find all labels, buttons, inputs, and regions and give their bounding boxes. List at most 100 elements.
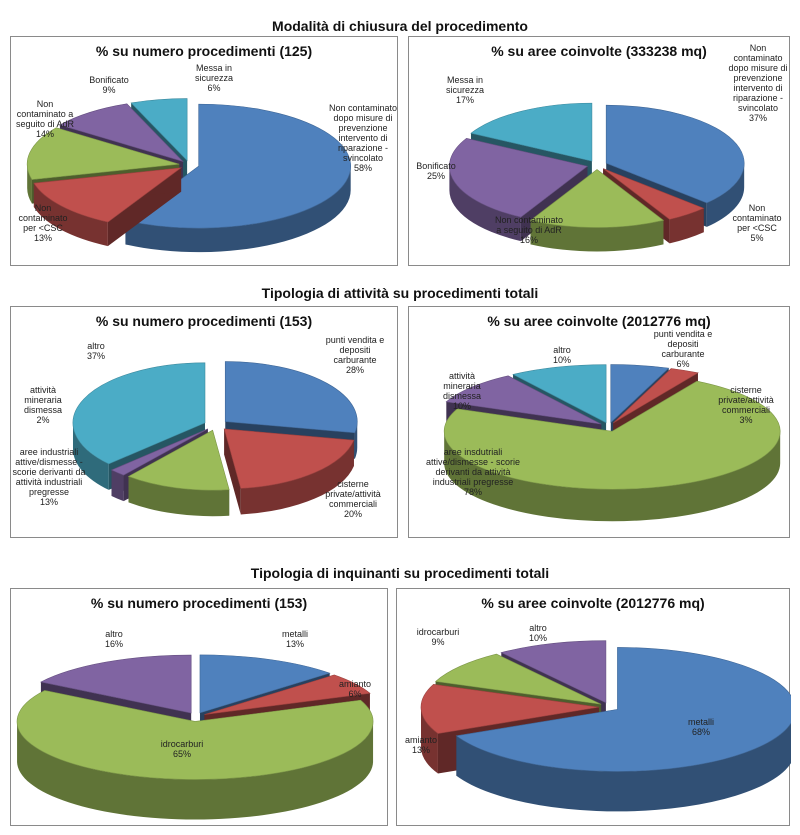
slice-top [512,364,607,424]
slice-top [529,169,665,228]
slice-label-metalli: metalli 13% [281,629,308,649]
slice-label-metalli: metalli 68% [687,717,714,737]
slice-top [455,647,791,772]
slice-side [669,208,704,244]
slice-label-bonificato: Bonificato 25% [416,161,456,181]
section-title-attivita: Tipologia di attività su procedimenti to… [261,285,539,301]
slice-top [124,103,351,229]
slice-label-carburante: punti vendita e depositi carburante 6% [653,329,713,369]
slice-side [17,721,374,820]
pie-slice-adr [529,169,665,252]
pie-chart-chiusura-aree [449,102,745,252]
slice-label-messa-sicurezza: Messa in sicurezza 17% [445,75,484,105]
slice-top [72,362,206,465]
section-title-chiusura: Modalità di chiusura del procedimento [272,18,528,34]
slice-wall [224,428,241,515]
slice-top [26,127,180,180]
chart-panel-inquinanti-aree: % su aree coinvolte (2012776 mq) metalli… [396,588,791,826]
slice-side [111,470,124,502]
section-title-inquinanti: Tipologia di inquinanti su procedimenti … [250,565,550,581]
chart-title: % su numero procedimenti (125) [95,43,313,59]
slice-top [613,368,699,424]
slice-top [199,654,331,714]
pie-chart-inquinanti-aree [420,640,791,812]
chart-title: % su aree coinvolte (2012776 mq) [481,595,705,611]
slice-label-mineraria: attività mineraria dismessa 10% [442,371,481,411]
slice-top [39,654,192,714]
slice-top [443,380,781,490]
slice-top [33,167,183,223]
slice-top [449,137,589,218]
slice-label-messa-sicurezza: Messa in sicurezza 6% [194,63,233,93]
slice-side [72,422,109,490]
pie-slice-aree-industriali [443,380,781,522]
chart-panel-attivita-numero: % su numero procedimenti (153) punti ven… [10,306,398,538]
slice-top [610,364,670,424]
slice-top [223,428,355,489]
slice-top [224,361,358,434]
slice-top [127,429,230,491]
slice-side [456,723,791,812]
pie-slice-cisterne [223,428,355,515]
slice-top [434,653,602,705]
chart-title: % su numero procedimenti (153) [90,595,308,611]
slice-label-mineraria: attività mineraria dismessa 2% [23,385,62,425]
slice-side [421,707,438,774]
slice-top [204,674,371,715]
pie-chart-inquinanti-numero [16,654,374,820]
slice-label-adr: Non contaminato a seguito di AdR 16% [494,215,564,245]
slice-top [500,640,607,704]
slice-label-amianto: amianto 13% [404,735,438,755]
slice-label-csc: Non contaminato per <CSC 5% [732,203,782,243]
slice-label-csc: Non contaminato per <CSC 13% [18,203,68,243]
slice-label-aree-industriali: aree insdutriali attive/dismesse - scori… [425,447,521,497]
chart-title: % su aree coinvolte (333238 mq) [491,43,707,59]
slice-label-altro: altro 37% [86,341,105,361]
slice-side [33,183,108,247]
chart-panel-chiusura-numero: % su numero procedimenti (125) Non conta… [10,36,398,266]
chart-title: % su numero procedimenti (153) [95,313,313,329]
chart-title: % su aree coinvolte (2012776 mq) [487,313,711,329]
slice-top [605,104,745,204]
chart-panel-chiusura-aree: % su aree coinvolte (333238 mq) Non cont… [408,36,790,266]
slice-side [128,476,230,517]
slice-side [354,421,358,459]
pie-slice-aree-industriali [127,429,230,517]
slice-top [420,684,600,734]
slice-label-altro: altro 10% [552,345,571,365]
slice-label-bonificato: Bonificato 9% [89,75,129,95]
pie-chart-attivita-aree [443,364,781,522]
pie-slice-idrocarburi [16,690,374,820]
slice-label-cisterne: cisterne private/attività commerciali 20% [325,479,381,519]
pie-chart-attivita-numero [72,361,358,517]
slice-label-idrocarburi: idrocarburi 9% [416,627,460,647]
slice-label-svincolato: Non contaminato dopo misure di prevenzio… [328,103,398,173]
slice-top [59,103,184,163]
pie-slice-metalli [455,647,791,812]
slice-label-aree-industriali: aree industriali attive/dismesse - scori… [12,447,86,507]
slice-label-carburante: punti vendita e depositi carburante 28% [325,335,385,375]
slice-top [445,375,602,425]
slice-label-adr: Non contaminato a seguito di AdR 14% [15,99,75,139]
slice-side [530,220,664,252]
slice-label-svincolato: Non contaminato dopo misure di prevenzio… [728,43,788,123]
chart-panel-inquinanti-numero: % su numero procedimenti (153) metalli 13… [10,588,388,826]
slice-top [130,98,188,162]
slice-label-cisterne: cisterne private/attività commerciali 3% [718,385,774,425]
slice-top [470,102,593,162]
pie-chart-chiusura-numero [26,98,351,253]
slice-side [444,431,781,522]
slice-label-altro: altro 16% [104,629,123,649]
pie-slice-csc [33,167,183,247]
slice-top [602,168,705,220]
chart-panel-attivita-aree: % su aree coinvolte (2012776 mq) punti v… [408,306,790,538]
slice-side [449,166,521,242]
slice-side [125,166,351,253]
slice-side [706,163,745,227]
slice-side [240,440,354,515]
slice-label-altro: altro 10% [528,623,547,643]
slice-label-idrocarburi: idrocarburi 65% [160,739,204,759]
slice-side [27,164,32,204]
slice-label-amianto: amianto 6% [338,679,372,699]
slice-top [110,428,208,476]
